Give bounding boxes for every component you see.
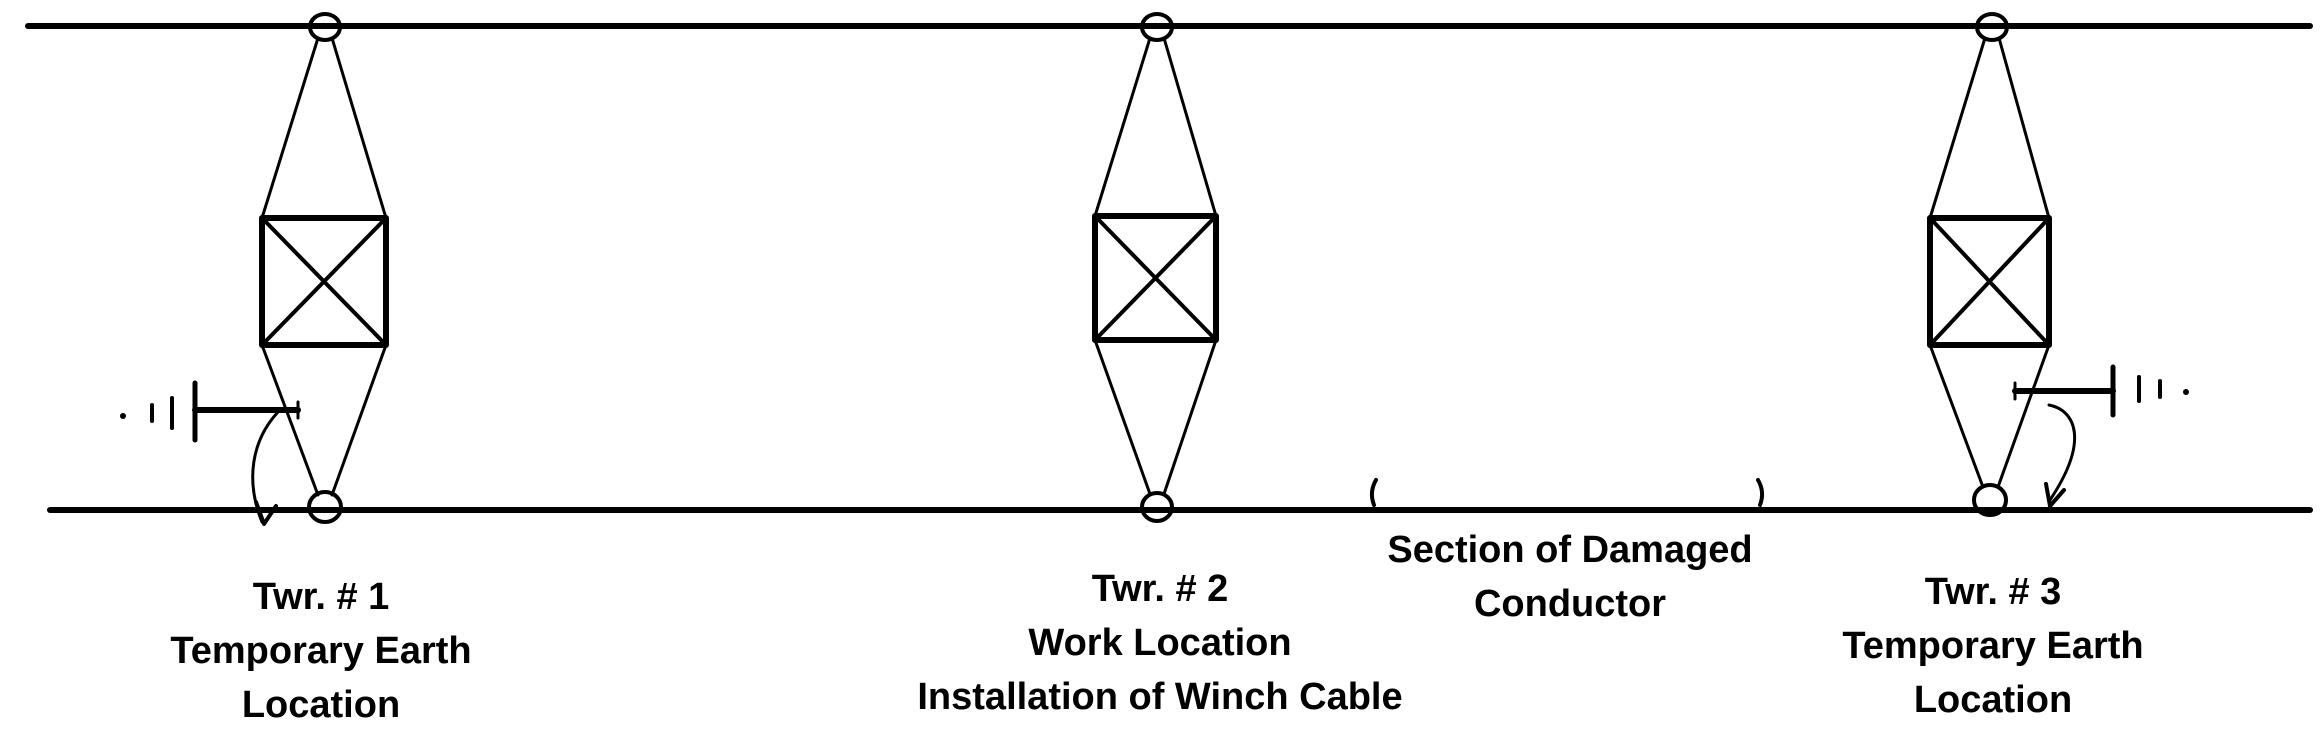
damaged-section-label: Section of Damaged Conductor [1387, 523, 1752, 631]
tower-2-top-insulator [1140, 12, 1174, 42]
tower-1-label-role-cont: Location [241, 684, 401, 726]
tower-2-label-task: Installation of Winch Cable [917, 676, 1403, 718]
damaged-section-label-line-1: Section of Damaged [1387, 529, 1753, 571]
tower-1-bottom-insulator [307, 490, 343, 524]
tower-2-lower-arms [1093, 338, 1218, 496]
tower-2-body [1092, 213, 1219, 343]
tower-1-body-cross [260, 216, 388, 347]
tower-3-bottom-insulator [1972, 483, 2008, 517]
earth-1-ground-dot [120, 413, 126, 419]
tower-1 [259, 12, 389, 524]
tower-1-upper-arms [260, 36, 388, 220]
tower-3 [1927, 12, 2052, 517]
tower-3-top-insulator [1975, 12, 2009, 42]
damaged-section-bracket-right [1756, 478, 1765, 507]
tower-3-upper-arms [1928, 36, 2051, 220]
tower-3-lower-arms [1928, 343, 2051, 489]
tower-3-label: Twr. # 3 Temporary Earth Location [1842, 565, 2143, 727]
earth-1-lead-hook [254, 500, 278, 526]
tower-1-body [259, 215, 389, 348]
tower-2 [1092, 12, 1219, 523]
tower-2-upper-arms [1093, 36, 1218, 218]
earth-3-lead [2047, 403, 2077, 502]
earth-3-lead-hook [2044, 482, 2066, 508]
tower-1-label: Twr. # 1 Temporary Earth Location [170, 570, 471, 732]
tower-3-body-cross [1928, 216, 2051, 347]
tower-2-label-name: Twr. # 2 [1091, 568, 1229, 610]
tower-3-body [1927, 215, 2052, 348]
tower-2-label: Twr. # 2 Work Location Installation of W… [917, 562, 1402, 724]
damaged-section-bracket-left [1369, 478, 1378, 507]
tower-3-label-role-cont: Location [1913, 679, 2073, 721]
damaged-section-label-line-2: Conductor [1473, 583, 1667, 625]
temporary-earth-3 [2012, 364, 2189, 508]
tower-2-bottom-insulator [1140, 491, 1174, 523]
tower-1-label-name: Twr. # 1 [252, 576, 390, 618]
tower-3-label-role: Temporary Earth [1842, 625, 2144, 667]
tower-2-body-cross [1093, 214, 1218, 342]
earth-3-ground-dot [2183, 389, 2189, 395]
tower-1-label-role: Temporary Earth [170, 630, 472, 672]
tower-2-label-role: Work Location [1028, 622, 1292, 664]
tower-1-top-insulator [308, 12, 342, 42]
tower-3-label-name: Twr. # 3 [1924, 571, 2062, 613]
temporary-earth-1 [120, 380, 301, 526]
tower-1-lower-arms [260, 343, 388, 497]
